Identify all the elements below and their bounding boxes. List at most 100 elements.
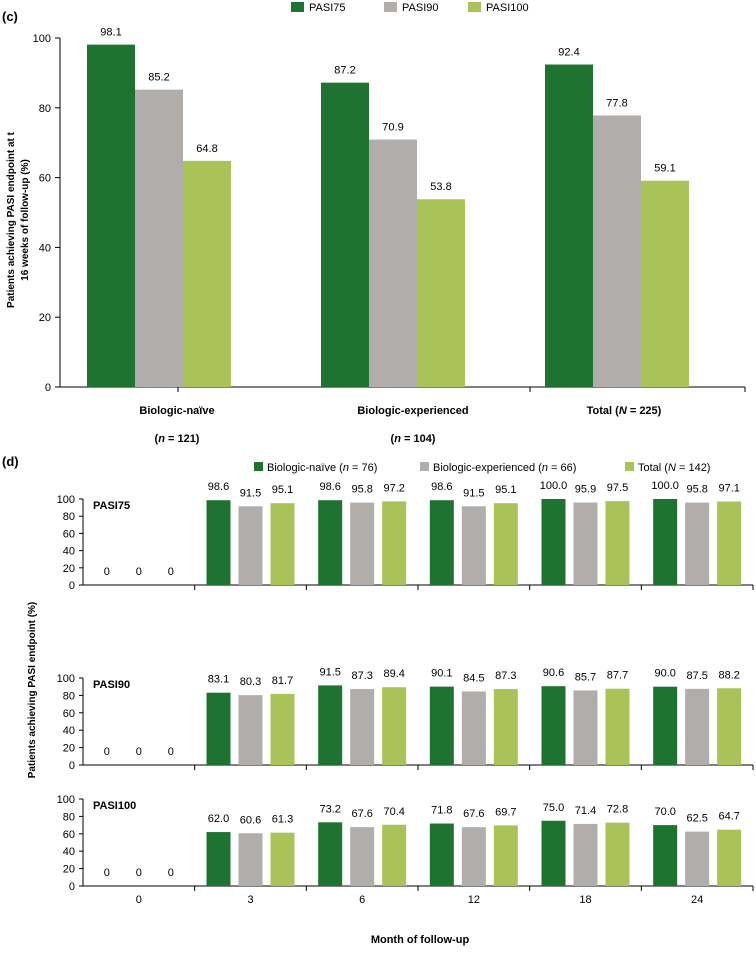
- bar-pasi75: [270, 503, 295, 585]
- y-tick-label: 40: [39, 242, 51, 254]
- data-label: 87.5: [686, 670, 707, 682]
- panel-c-ylabel-line2: 16 weeks of follow-up (%): [20, 159, 31, 281]
- data-label: 89.4: [383, 668, 404, 680]
- bar-pasi90: [369, 139, 417, 387]
- data-label: 95.1: [495, 484, 516, 496]
- data-label: 97.2: [383, 482, 404, 494]
- bar-pasi75: [545, 64, 593, 388]
- panel-d-y-axis-title: Patients achieving PASI endpoint (%): [27, 602, 38, 779]
- data-label: 64.7: [718, 811, 739, 823]
- bar-pasi75: [318, 500, 343, 585]
- data-label: 95.9: [575, 484, 596, 496]
- data-label: 53.8: [430, 181, 451, 193]
- data-label: 90.1: [431, 668, 452, 680]
- data-label: 98.6: [208, 481, 229, 493]
- bar-pasi100: [573, 823, 598, 886]
- data-label: 100.0: [540, 480, 568, 492]
- bar-pasi90: [685, 688, 710, 765]
- panel-d-x-axis-title: Month of follow-up: [371, 934, 470, 946]
- bar-pasi90: [541, 686, 566, 765]
- data-label: 0: [136, 746, 142, 758]
- legend-label-biologic-naive: Biologic-naïve (n = 76): [267, 462, 377, 474]
- panel-c-legend: PASI75 PASI90 PASI100: [291, 2, 529, 14]
- y-tick-label: 80: [63, 811, 75, 823]
- bar-pasi90: [135, 89, 183, 387]
- data-label: 69.7: [495, 806, 516, 818]
- data-label: 0: [168, 867, 174, 879]
- legend-label-biologic-experienced: Biologic-experienced (n = 66): [433, 462, 576, 474]
- data-label: 91.5: [319, 666, 340, 678]
- bar-pasi100: [685, 831, 710, 886]
- bar-pasi100: [493, 825, 518, 886]
- data-label: 70.4: [383, 806, 404, 818]
- data-label: 73.2: [319, 803, 340, 815]
- bar-pasi100: [238, 833, 263, 886]
- data-label: 90.6: [543, 667, 564, 679]
- data-label: 0: [104, 867, 110, 879]
- y-tick-label: 0: [69, 881, 75, 893]
- legend-swatch-pasi90: [384, 2, 397, 12]
- bar-pasi75: [493, 503, 518, 585]
- data-label: 70.9: [382, 122, 403, 134]
- data-label: 95.8: [686, 484, 707, 496]
- legend-swatch-total: [625, 462, 634, 471]
- y-tick-label: 40: [63, 725, 75, 737]
- data-label: 0: [168, 566, 174, 578]
- bar-pasi90: [270, 693, 295, 765]
- bar-pasi100: [417, 199, 465, 387]
- data-label: 87.3: [351, 670, 372, 682]
- data-label: 77.8: [606, 97, 627, 109]
- bar-pasi75: [321, 82, 369, 387]
- data-label: 91.5: [240, 487, 261, 499]
- chart-marks: 02040608010098.187.292.485.270.977.864.8…: [33, 27, 754, 906]
- category-label-total: Total (N = 225): [587, 405, 662, 417]
- bar-pasi75: [605, 501, 630, 585]
- bar-pasi100: [541, 820, 566, 886]
- data-label: 97.1: [718, 482, 739, 494]
- y-tick-label: 80: [39, 103, 51, 115]
- panel-c-category-labels: Biologic-naïve (n = 121) Biologic-experi…: [139, 405, 661, 445]
- legend-swatch-pasi100: [468, 2, 481, 12]
- x-tick-label: 12: [468, 894, 480, 906]
- y-tick-label: 20: [63, 743, 75, 755]
- data-label: 85.7: [575, 671, 596, 683]
- data-label: 87.3: [495, 670, 516, 682]
- bar-pasi100: [605, 822, 630, 886]
- data-label: 71.8: [431, 805, 452, 817]
- bar-pasi90: [461, 691, 486, 765]
- y-tick-label: 80: [63, 690, 75, 702]
- x-tick-label: 3: [247, 894, 253, 906]
- data-label: 0: [104, 566, 110, 578]
- data-label: 0: [136, 566, 142, 578]
- bar-pasi100: [270, 832, 295, 886]
- y-tick-label: 0: [69, 760, 75, 772]
- subplot-title-pasi100: PASI100: [93, 800, 136, 812]
- x-tick-label: 18: [579, 894, 591, 906]
- legend-swatch-biologic-naive: [254, 462, 263, 471]
- legend-swatch-pasi75: [291, 2, 304, 12]
- data-label: 98.1: [100, 27, 121, 39]
- legend-label-pasi90: PASI90: [402, 2, 439, 14]
- bar-pasi75: [206, 500, 231, 585]
- bar-pasi100: [382, 824, 407, 886]
- data-label: 91.5: [463, 487, 484, 499]
- bar-pasi100: [183, 160, 231, 387]
- y-tick-label: 100: [57, 494, 75, 506]
- x-tick-label: 0: [136, 894, 142, 906]
- y-tick-label: 100: [57, 673, 75, 685]
- bar-pasi90: [605, 688, 630, 765]
- data-label: 97.5: [607, 482, 628, 494]
- bar-pasi75: [350, 502, 375, 585]
- bar-pasi90: [717, 688, 742, 765]
- bar-pasi75: [653, 499, 678, 585]
- y-tick-label: 0: [45, 382, 51, 394]
- bar-pasi100: [641, 180, 689, 387]
- y-tick-label: 60: [63, 528, 75, 540]
- bar-pasi75: [87, 44, 135, 387]
- data-label: 87.7: [607, 670, 628, 682]
- data-label: 0: [136, 867, 142, 879]
- data-label: 75.0: [543, 802, 564, 814]
- data-label: 95.8: [351, 484, 372, 496]
- data-label: 87.2: [334, 65, 355, 77]
